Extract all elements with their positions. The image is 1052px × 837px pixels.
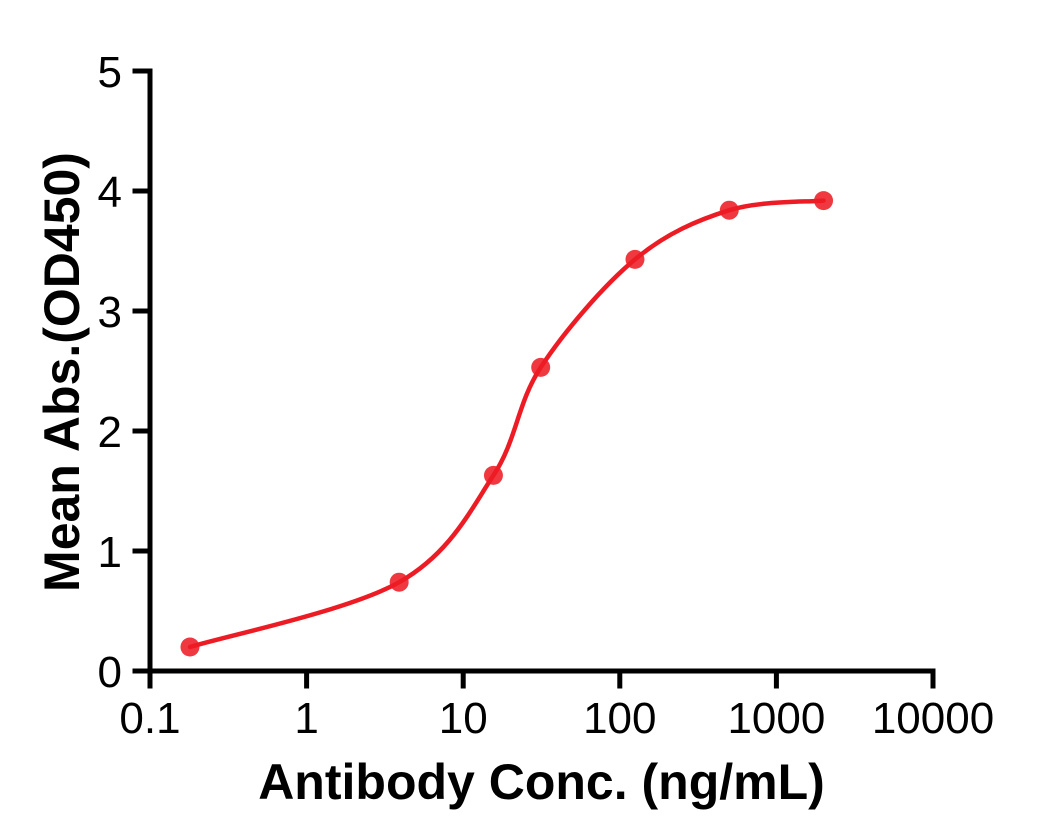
x-axis-title: Antibody Conc. (ng/mL) <box>258 754 825 810</box>
y-tick-label: 1 <box>98 528 122 577</box>
x-tick-label: 10000 <box>872 694 994 743</box>
data-point <box>531 357 551 377</box>
y-tick-label: 3 <box>98 288 122 337</box>
y-tick-label: 4 <box>98 168 122 217</box>
y-tick-label: 2 <box>98 408 122 457</box>
data-point <box>814 191 834 211</box>
y-axis-title: Mean Abs.(OD450) <box>34 152 90 592</box>
x-tick-label: 1000 <box>727 694 825 743</box>
fit-curve <box>187 198 826 650</box>
y-tick-label: 5 <box>98 48 122 97</box>
y-tick-label: 0 <box>98 648 122 697</box>
data-point <box>719 200 739 220</box>
data-point <box>483 465 503 485</box>
data-point <box>180 637 200 657</box>
x-tick-label: 1 <box>294 694 318 743</box>
x-tick-label: 10 <box>439 694 488 743</box>
x-tick-label: 100 <box>583 694 656 743</box>
x-tick-label: 0.1 <box>119 694 180 743</box>
data-point <box>625 249 645 269</box>
data-point <box>389 572 409 592</box>
